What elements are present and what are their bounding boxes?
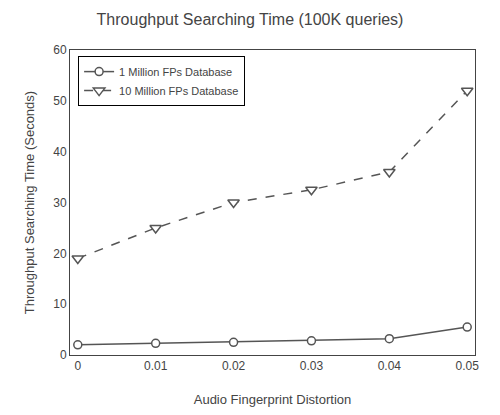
svg-text:0: 0 <box>74 359 81 373</box>
svg-text:50: 50 <box>53 94 67 108</box>
svg-text:Audio Fingerprint Distortion: Audio Fingerprint Distortion <box>194 392 352 407</box>
svg-text:60: 60 <box>53 43 67 57</box>
svg-text:0.03: 0.03 <box>300 359 324 373</box>
svg-text:0.02: 0.02 <box>222 359 246 373</box>
svg-text:1 Million FPs Database: 1 Million FPs Database <box>119 66 232 78</box>
svg-text:10 Million FPs Database: 10 Million FPs Database <box>119 85 238 97</box>
svg-text:Throughput Searching Time (Sec: Throughput Searching Time (Seconds) <box>22 91 37 314</box>
svg-text:10: 10 <box>53 297 67 311</box>
svg-text:0.05: 0.05 <box>456 359 480 373</box>
svg-text:0.01: 0.01 <box>144 359 168 373</box>
svg-text:0.04: 0.04 <box>378 359 402 373</box>
svg-text:0: 0 <box>60 348 67 362</box>
svg-text:40: 40 <box>53 145 67 159</box>
svg-text:20: 20 <box>53 247 67 261</box>
svg-text:30: 30 <box>53 196 67 210</box>
svg-text:Throughput Searching Time (100: Throughput Searching Time (100K queries) <box>97 11 404 28</box>
